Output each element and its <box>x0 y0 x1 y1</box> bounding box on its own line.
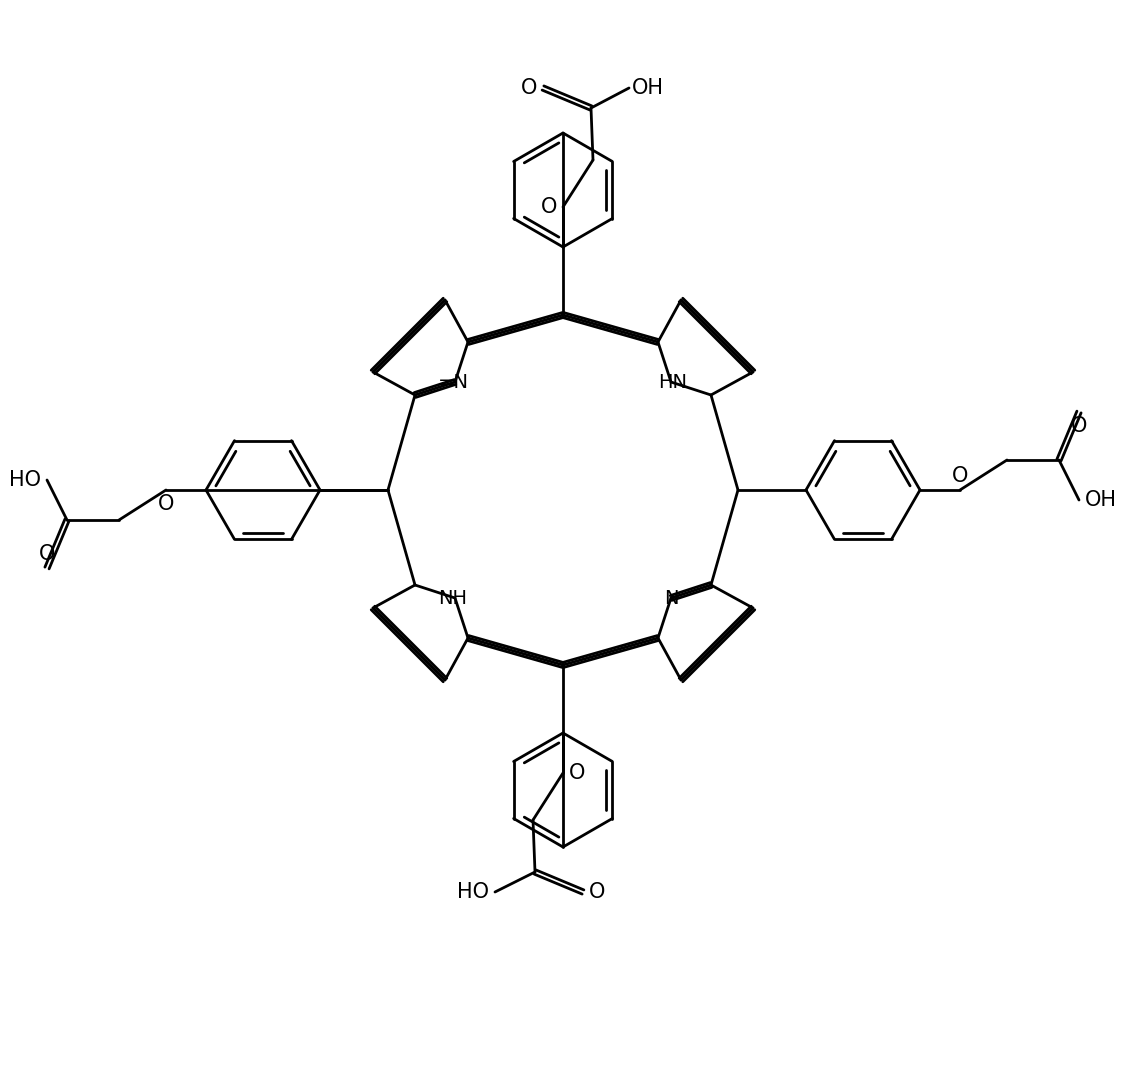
Text: N: N <box>664 588 678 607</box>
Text: O: O <box>952 465 968 486</box>
Text: OH: OH <box>632 78 664 98</box>
Text: O: O <box>569 763 585 783</box>
Text: HO: HO <box>458 882 489 902</box>
Text: O: O <box>541 197 557 217</box>
Text: O: O <box>521 78 538 98</box>
Text: O: O <box>38 544 55 564</box>
Text: OH: OH <box>1085 490 1117 510</box>
Text: HN: HN <box>658 373 687 391</box>
Text: O: O <box>1071 416 1088 436</box>
Text: NH: NH <box>438 588 468 607</box>
Text: O: O <box>158 494 175 514</box>
Text: HO: HO <box>9 470 41 490</box>
Text: O: O <box>588 882 605 902</box>
Text: =N: =N <box>437 373 469 391</box>
